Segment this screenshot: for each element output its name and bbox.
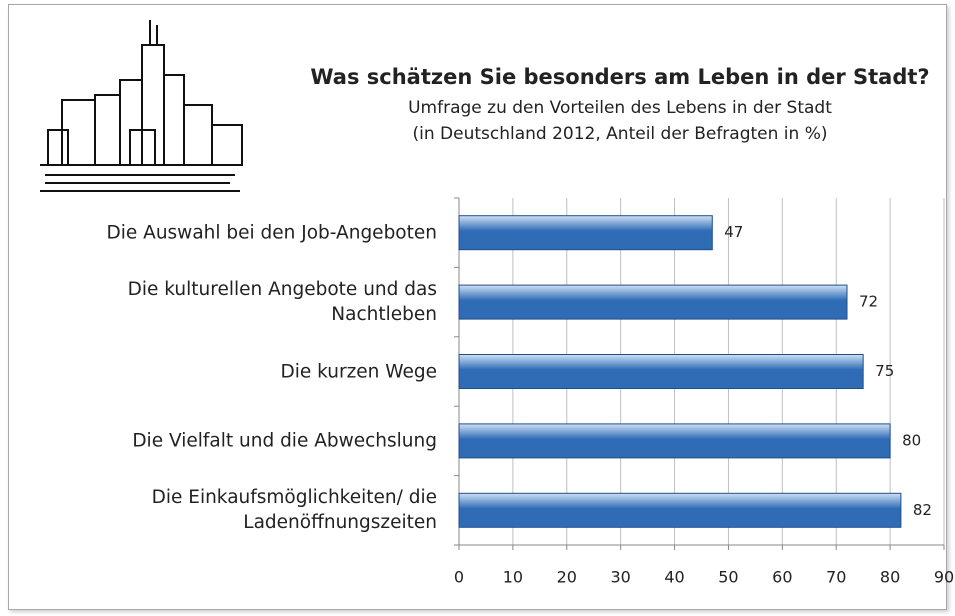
bar <box>459 285 847 319</box>
skyline-icon <box>40 20 242 191</box>
value-label: 80 <box>902 431 921 449</box>
chart-subtitle: Umfrage zu den Vorteilen des Lebens in d… <box>408 98 832 118</box>
page: {"chart_data": {"type": "bar", "orientat… <box>0 0 955 616</box>
x-tick-label: 60 <box>772 568 792 587</box>
x-tick-label: 30 <box>610 568 630 587</box>
value-label: 47 <box>724 223 743 241</box>
chart-title: Was schätzen Sie besonders am Leben in d… <box>310 65 929 89</box>
category-label: Die Auswahl bei den Job-Angeboten <box>57 220 437 245</box>
x-tick-label: 40 <box>664 568 684 587</box>
bar <box>459 493 901 527</box>
x-tick-label: 90 <box>934 568 954 587</box>
chart-subtitle: (in Deutschland 2012, Anteil der Befragt… <box>413 124 828 144</box>
bar <box>459 355 863 389</box>
x-tick-label: 0 <box>454 568 464 587</box>
category-label: Die kurzen Wege <box>57 359 437 384</box>
x-tick-label: 70 <box>826 568 846 587</box>
x-tick-label: 20 <box>557 568 577 587</box>
value-label: 82 <box>913 501 932 519</box>
x-tick-label: 80 <box>880 568 900 587</box>
bar <box>459 424 890 458</box>
value-label: 72 <box>859 293 878 311</box>
x-tick-label: 50 <box>718 568 738 587</box>
x-tick-label: 10 <box>503 568 523 587</box>
category-label: Die kulturellen Angebote und das Nachtle… <box>57 277 437 327</box>
category-label: Die Vielfalt und die Abwechslung <box>57 428 437 453</box>
value-label: 75 <box>875 362 894 380</box>
bar <box>459 216 712 250</box>
category-label: Die Einkaufsmöglichkeiten/ die Ladenöffn… <box>57 485 437 535</box>
